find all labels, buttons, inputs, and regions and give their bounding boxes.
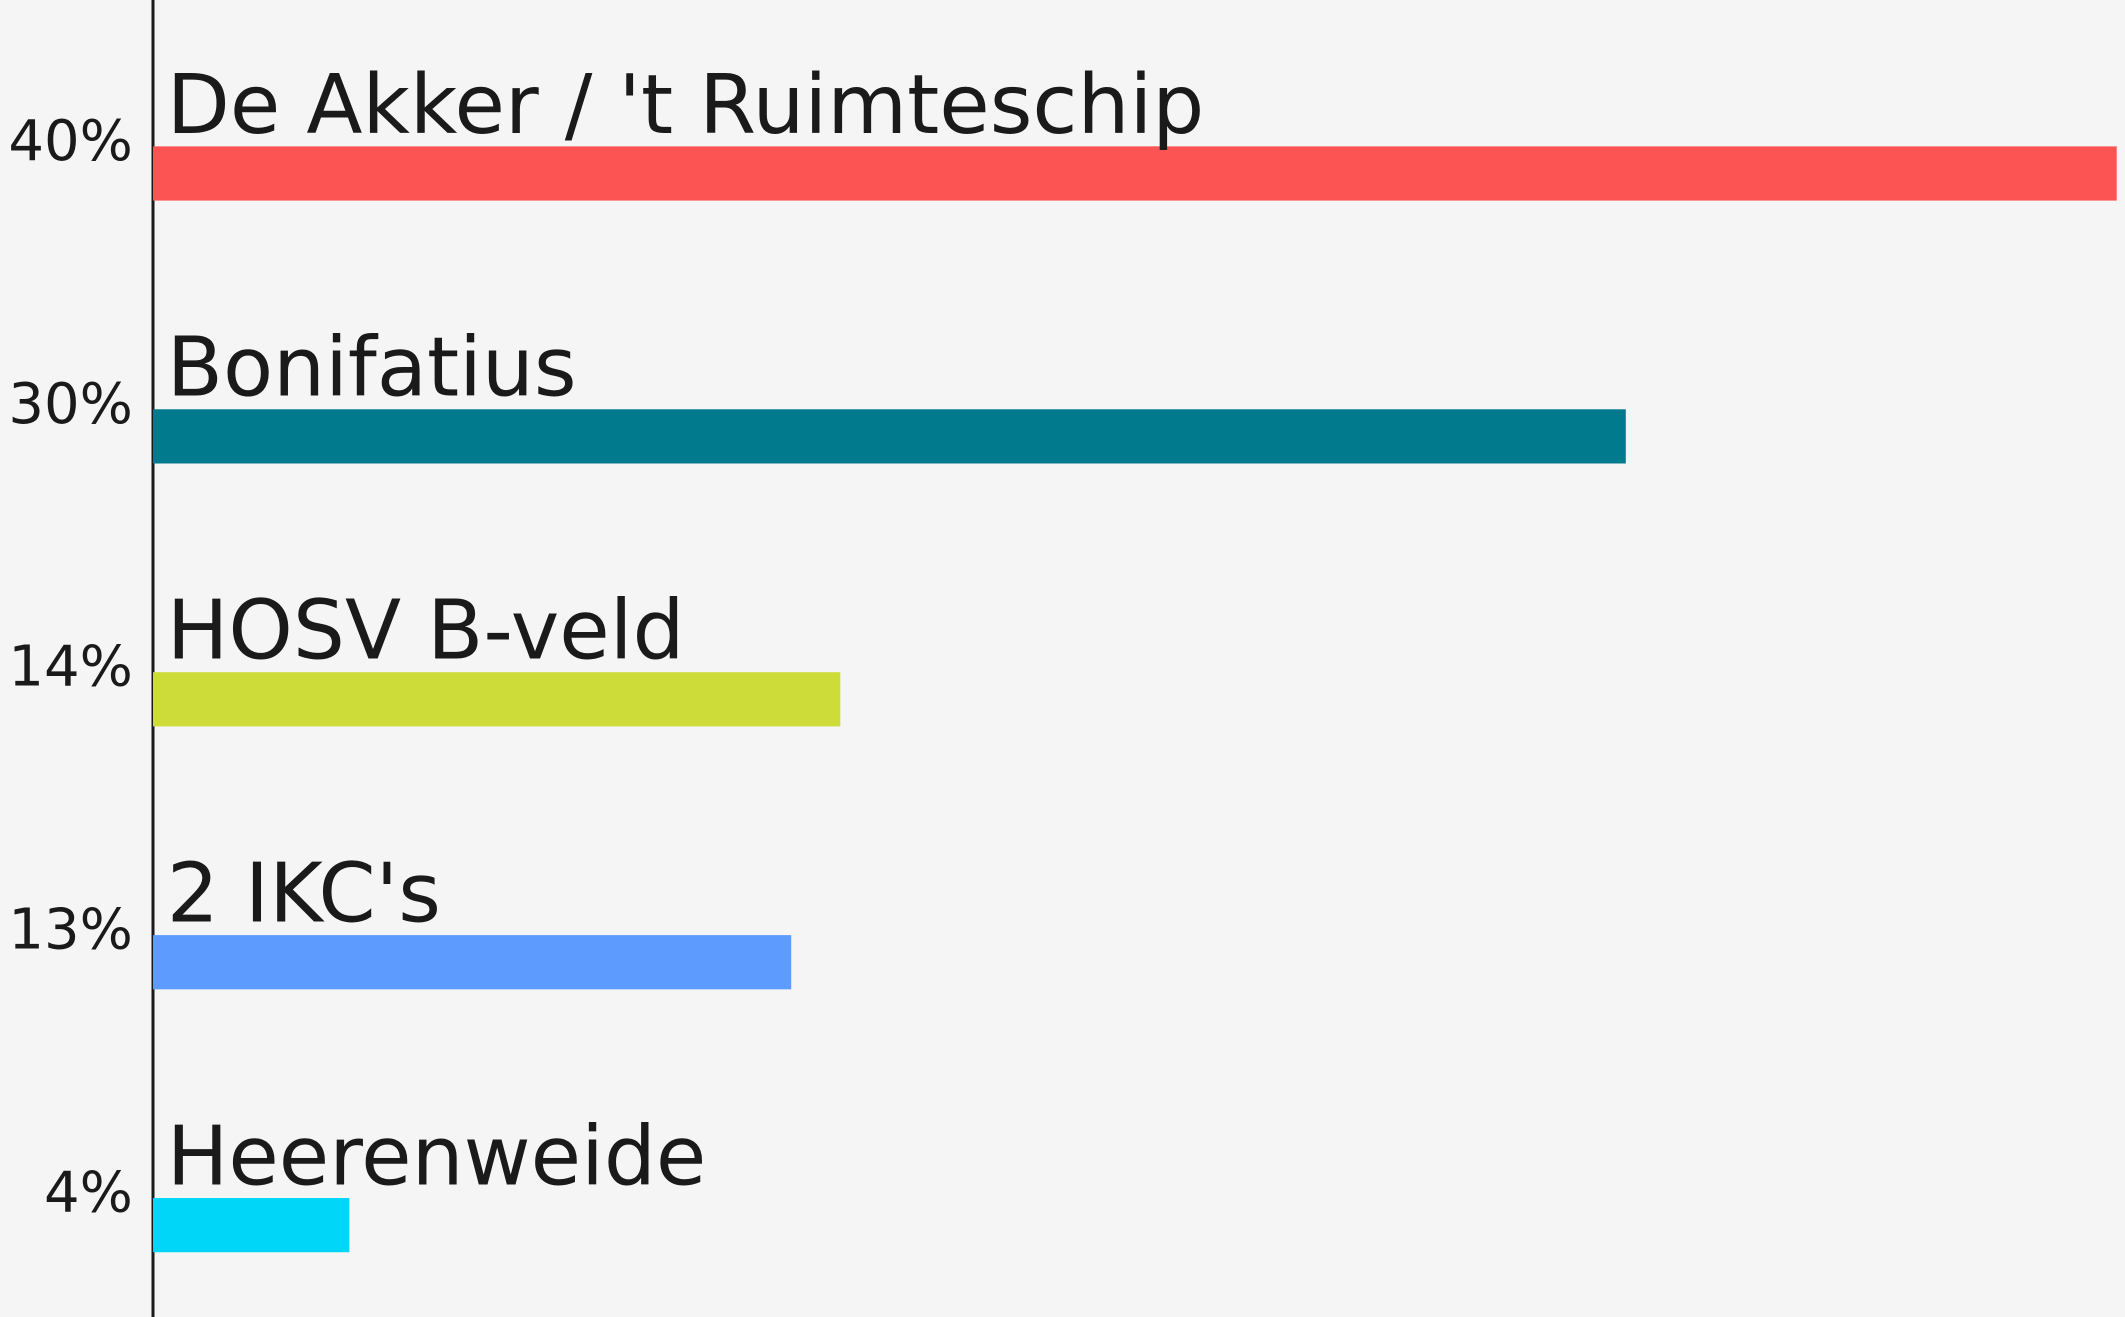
bar — [153, 935, 791, 989]
value-label: 14% — [8, 635, 132, 700]
value-label: 40% — [8, 109, 132, 174]
value-label: 13% — [8, 898, 132, 963]
bar — [153, 146, 2117, 200]
bar — [153, 1198, 349, 1252]
bar — [153, 409, 1626, 463]
bar-label: De Akker / 't Ruimteschip — [167, 58, 1205, 153]
bar-label: Heerenweide — [167, 1109, 707, 1204]
value-label: 30% — [8, 372, 132, 437]
bar-label: 2 IKC's — [167, 847, 441, 942]
bar-label: HOSV B-veld — [167, 584, 685, 679]
value-label: 4% — [44, 1161, 133, 1226]
bar-label: Bonifatius — [167, 321, 577, 416]
page: De Akker / 't Ruimteschip 40% Bonifatius 30… — [0, 0, 2125, 1317]
bar — [153, 672, 840, 726]
chart: De Akker / 't Ruimteschip 40% Bonifatius 30… — [0, 0, 2125, 1317]
